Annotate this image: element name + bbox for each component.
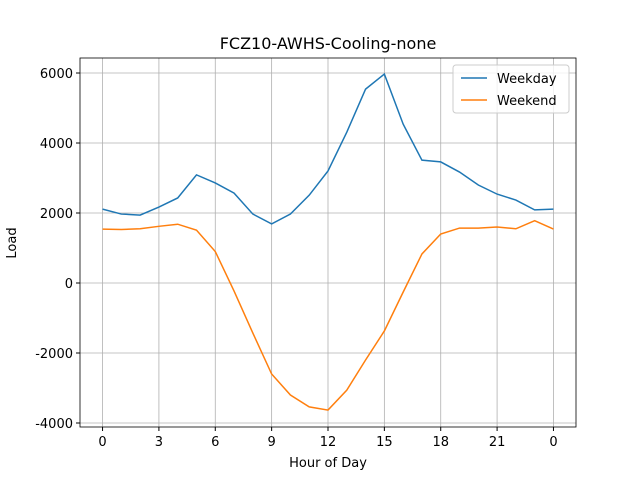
x-tick-label: 18 bbox=[432, 435, 449, 450]
y-tick-label: -4000 bbox=[35, 417, 73, 432]
x-tick-label: 9 bbox=[267, 435, 275, 450]
chart-title: FCZ10-AWHS-Cooling-none bbox=[220, 34, 437, 53]
legend-label: Weekend bbox=[497, 94, 557, 109]
x-tick-label: 21 bbox=[489, 435, 506, 450]
x-axis-label: Hour of Day bbox=[289, 456, 367, 471]
x-tick-label: 3 bbox=[155, 435, 163, 450]
data-line bbox=[102, 219, 554, 411]
axes-frame bbox=[79, 57, 577, 428]
y-axis-label: Load bbox=[5, 227, 20, 258]
x-tick-label: 0 bbox=[98, 435, 106, 450]
x-tick-label: 15 bbox=[376, 435, 393, 450]
y-tick-label: -2000 bbox=[35, 347, 73, 362]
y-tick-label: 2000 bbox=[40, 207, 73, 222]
x-tick-label: 12 bbox=[320, 435, 337, 450]
data-line bbox=[102, 72, 554, 225]
y-tick-label: 4000 bbox=[40, 137, 73, 152]
x-tick-label: 0 bbox=[549, 435, 557, 450]
x-tick-label: 6 bbox=[211, 435, 219, 450]
legend-label: Weekday bbox=[497, 72, 557, 87]
legend-box bbox=[452, 64, 570, 114]
y-tick-label: 6000 bbox=[40, 67, 73, 82]
y-tick-label: 0 bbox=[65, 277, 73, 292]
